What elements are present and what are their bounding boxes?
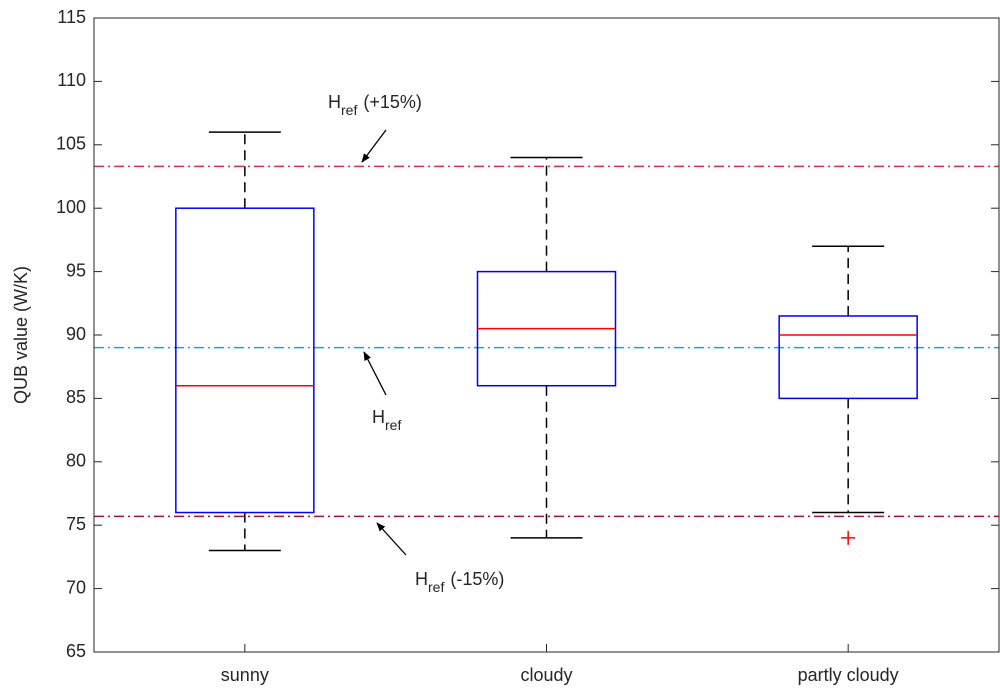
annotation-arrow: [376, 522, 407, 556]
y-tick-label: 105: [56, 134, 86, 154]
annotation-part: ref: [341, 102, 357, 118]
annotation-part: (-15%): [450, 569, 504, 589]
annotation-part: ref: [428, 579, 444, 595]
annotation: Href (+15%): [328, 92, 422, 118]
x-tick-label: cloudy: [520, 665, 572, 685]
y-tick-label: 115: [57, 7, 86, 27]
annotation-part: H: [415, 569, 428, 589]
y-tick-label: 80: [66, 451, 86, 471]
y-tick-label: 95: [66, 260, 86, 280]
outlier: [841, 530, 856, 545]
box: [778, 315, 918, 400]
y-tick-label: 110: [57, 70, 86, 90]
y-tick-label: 75: [66, 514, 86, 534]
annotation: Href: [372, 407, 401, 433]
annotation-part: (+15%): [363, 92, 422, 112]
y-tick-label: 90: [66, 324, 86, 344]
annotation-arrow: [361, 129, 387, 163]
box: [175, 207, 315, 514]
annotation-part: ref: [385, 417, 401, 433]
annotation-arrow: [363, 351, 387, 396]
y-axis-label: QUB value (W/K): [11, 266, 31, 404]
x-tick-label: partly cloudy: [798, 665, 899, 685]
annotation-part: H: [372, 407, 385, 427]
y-tick-label: 100: [56, 197, 86, 217]
annotation: Href (-15%): [415, 569, 504, 595]
y-tick-label: 70: [66, 577, 86, 597]
annotation-part: H: [328, 92, 341, 112]
x-tick-label: sunny: [221, 665, 269, 685]
y-tick-label: 85: [66, 387, 86, 407]
y-tick-label: 65: [66, 641, 86, 661]
